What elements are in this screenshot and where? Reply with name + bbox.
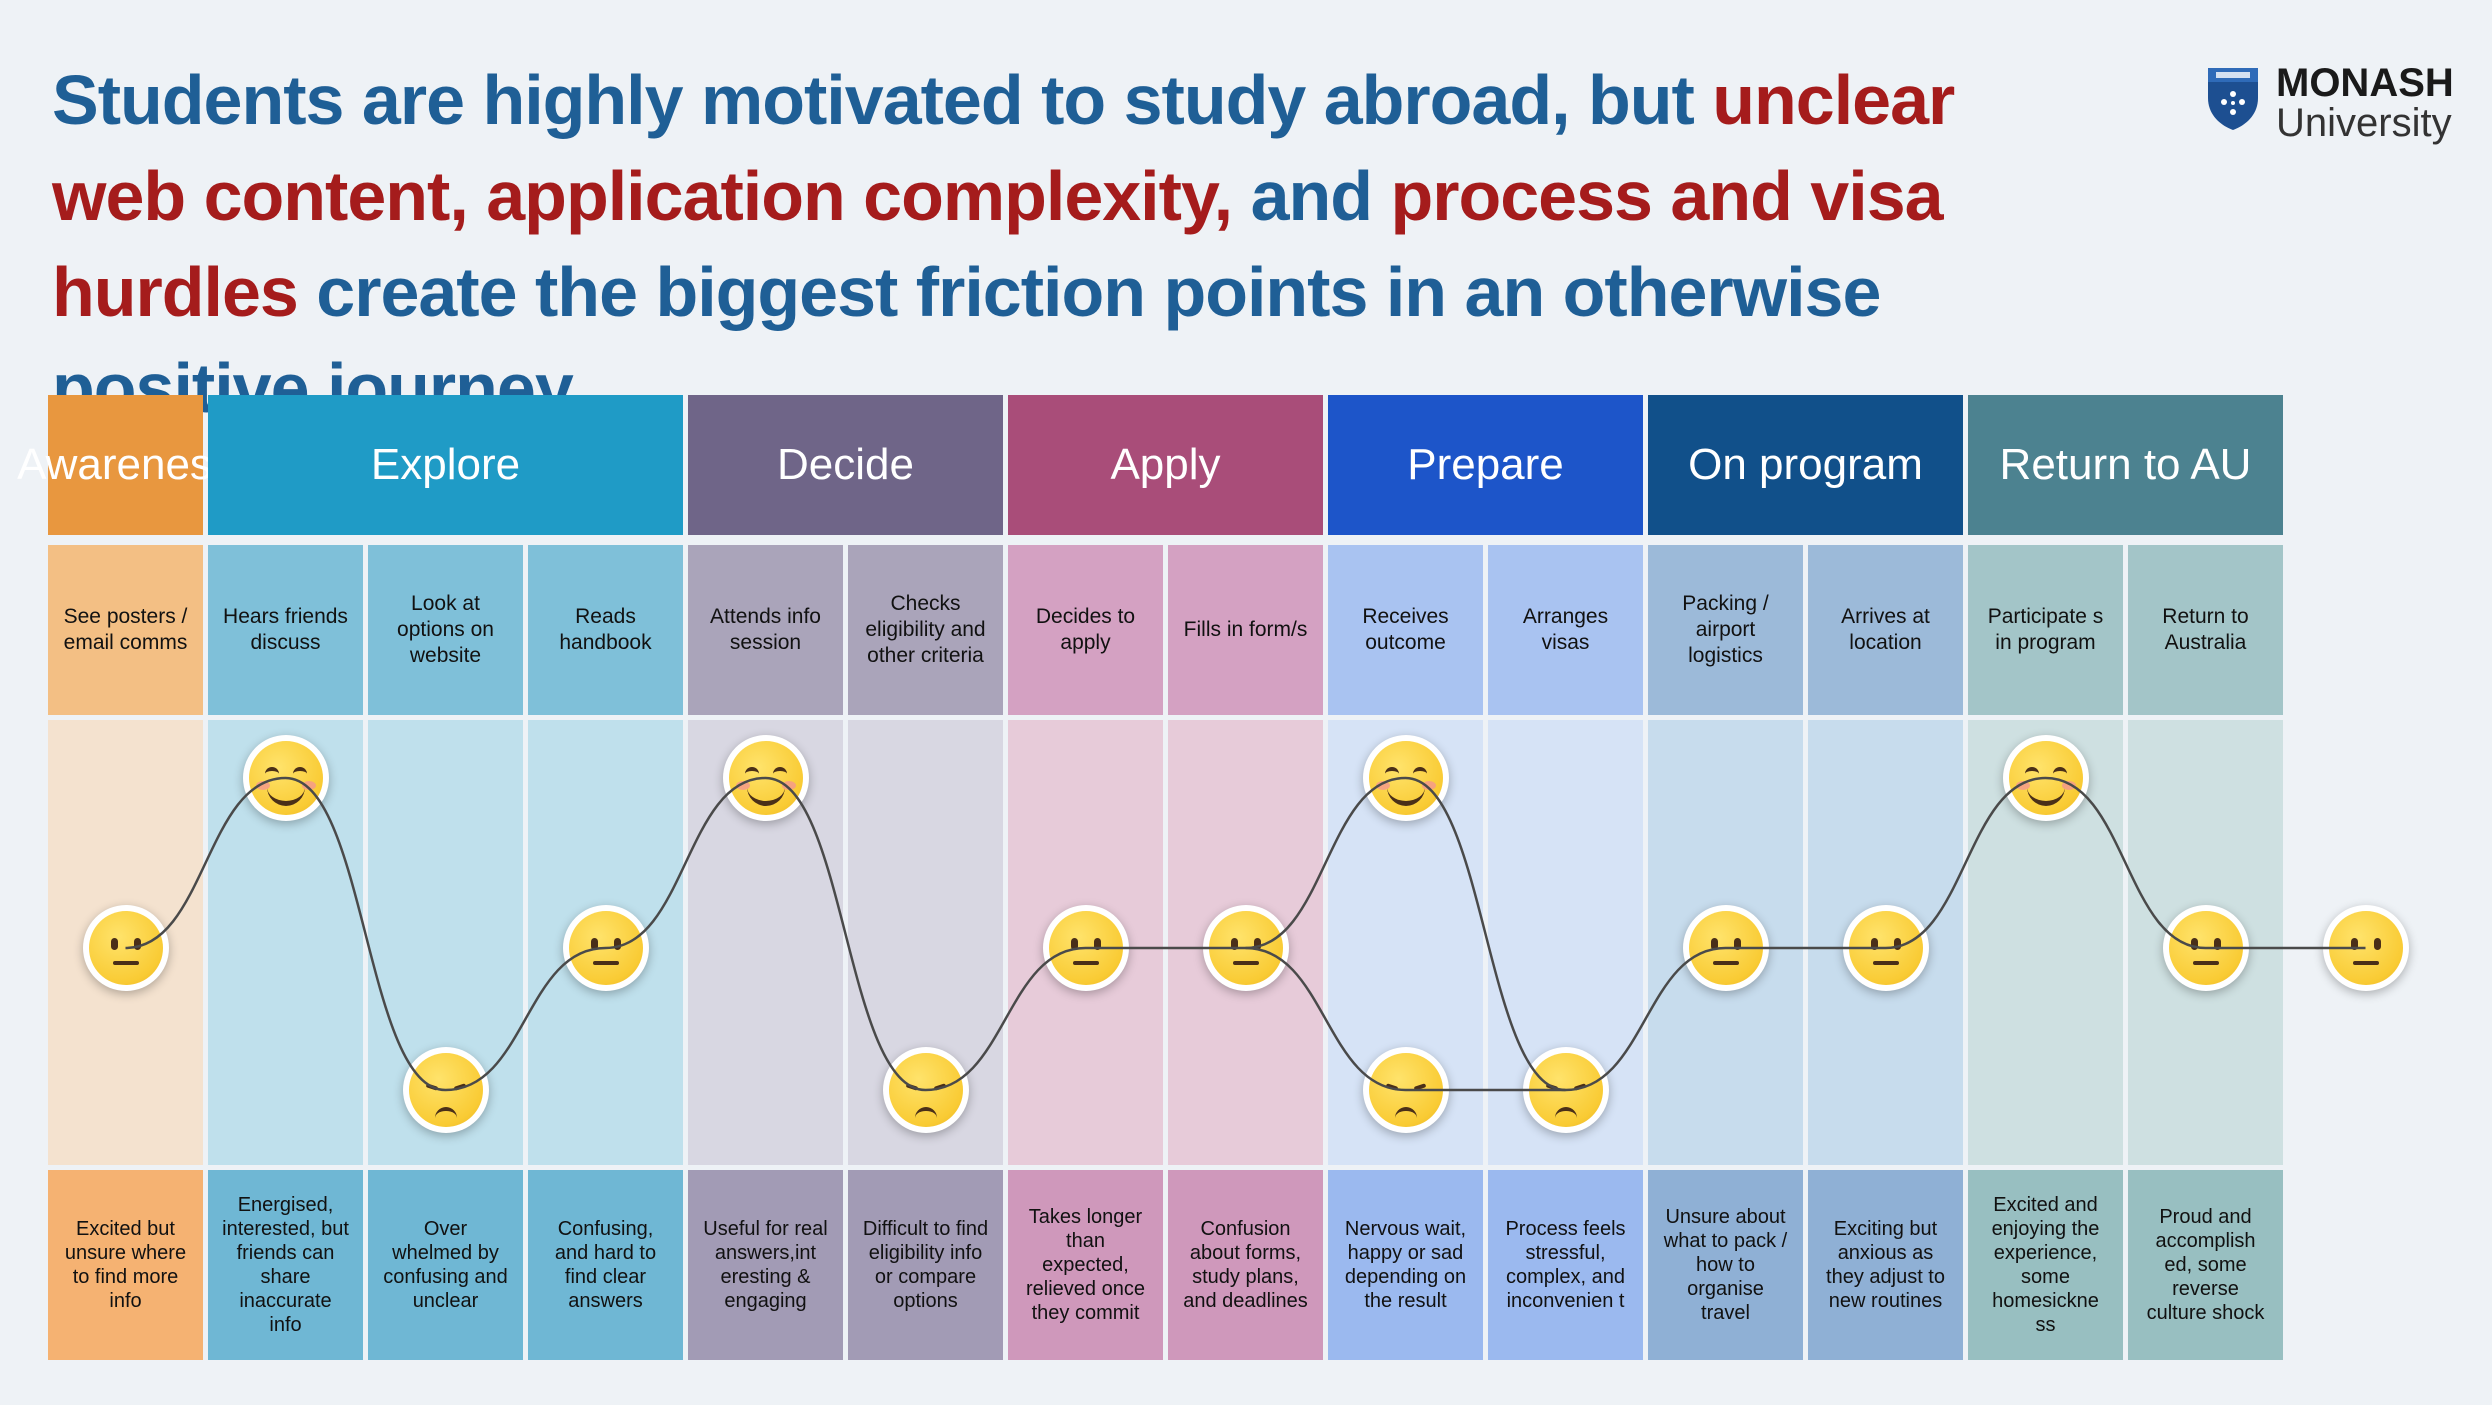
feeling-note: Over whelmed by confusing and unclear [368,1170,523,1360]
feeling-note: Excited and enjoying the experience, som… [1968,1170,2123,1360]
step-card: Look at options on website [368,545,523,715]
neutral-face-icon [1202,905,1289,991]
step-card: Packing / airport logistics [1648,545,1803,715]
happy-face-icon [242,735,329,821]
neutral-face-icon [2162,905,2249,991]
monash-logo: MONASH University [2200,58,2460,148]
step-card: Return to Australia [2128,545,2283,715]
phase-header: Apply [1008,395,1323,535]
phase-header: Decide [688,395,1003,535]
logo-subtitle: University [2276,101,2452,145]
step-card: Hears friends discuss [208,545,363,715]
happy-face-icon [1362,735,1449,821]
feeling-note: Excited but unsure where to find more in… [48,1170,203,1360]
phase-header: On program [1648,395,1963,535]
phase-header: Explore [208,395,683,535]
feeling-note: Confusion about forms, study plans, and … [1168,1170,1323,1360]
sad-face-icon [882,1047,969,1133]
step-card: See posters / email comms [48,545,203,715]
headline-part-5: and [1232,157,1391,235]
phase-header: Return to AU [1968,395,2283,535]
happy-face-icon [2002,735,2089,821]
headline-highlight-2: application complexity, [486,157,1233,235]
headline: Students are highly motivated to study a… [52,52,2052,436]
step-card: Checks eligibility and other criteria [848,545,1003,715]
step-card: Receives outcome [1328,545,1483,715]
step-card: Attends info session [688,545,843,715]
neutral-face-icon [2322,905,2409,991]
feeling-note: Nervous wait, happy or sad depending on … [1328,1170,1483,1360]
headline-part-3 [468,157,486,235]
step-card: Arrives at location [1808,545,1963,715]
feeling-note: Difficult to find eligibility info or co… [848,1170,1003,1360]
neutral-face-icon [1682,905,1769,991]
feeling-note: Unsure about what to pack / how to organ… [1648,1170,1803,1360]
headline-part-1: Students are highly motivated to study a… [52,61,1713,139]
monash-crest-icon [2208,68,2258,130]
phase-header: Prepare [1328,395,1643,535]
neutral-face-icon [1042,905,1129,991]
feeling-note: Exciting but anxious as they adjust to n… [1808,1170,1963,1360]
feeling-note: Useful for real answers,int eresting & e… [688,1170,843,1360]
neutral-face-icon [562,905,649,991]
step-card: Fills in form/s [1168,545,1323,715]
neutral-face-icon [1842,905,1929,991]
neutral-face-icon [82,905,169,991]
feeling-note: Confusing, and hard to find clear answer… [528,1170,683,1360]
headline-part-7: create the biggest friction points in an… [52,253,1881,427]
headline-highlight-1: unclear web content, [52,61,1955,235]
feeling-note: Takes longer than expected, relieved onc… [1008,1170,1163,1360]
sad-face-icon [1522,1047,1609,1133]
logo-name: MONASH [2276,61,2454,105]
happy-face-icon [722,735,809,821]
feeling-note: Energised, interested, but friends can s… [208,1170,363,1360]
sad-face-icon [1362,1047,1449,1133]
sad-face-icon [402,1047,489,1133]
step-card: Decides to apply [1008,545,1163,715]
feeling-note: Process feels stressful, complex, and in… [1488,1170,1643,1360]
step-card: Participate s in program [1968,545,2123,715]
step-card: Reads handbook [528,545,683,715]
step-card: Arranges visas [1488,545,1643,715]
phase-header: Awareness [17,395,234,535]
headline-highlight-3: process and visa hurdles [52,157,1944,331]
feeling-note: Proud and accomplish ed, some reverse cu… [2128,1170,2283,1360]
